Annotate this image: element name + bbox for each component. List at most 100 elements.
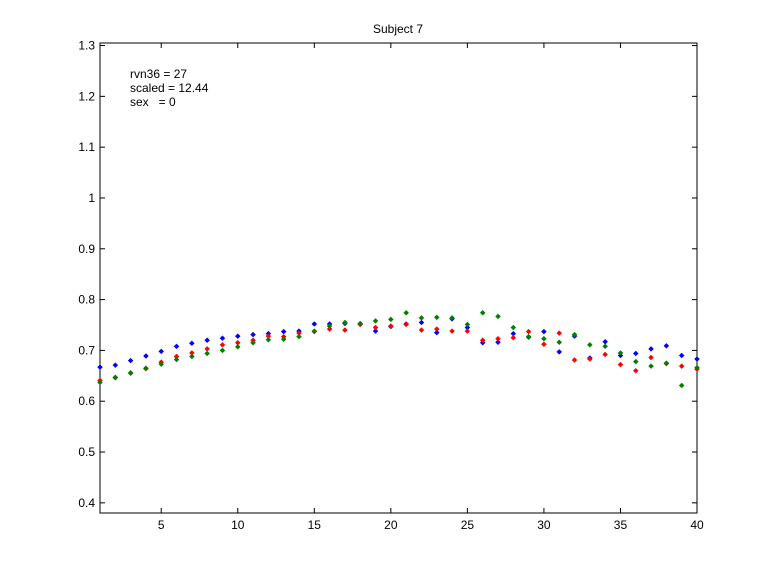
data-point <box>372 324 379 331</box>
data-point <box>219 341 226 348</box>
data-point <box>112 362 119 368</box>
data-point <box>418 327 425 333</box>
data-point <box>372 328 379 334</box>
data-point <box>694 364 700 371</box>
data-point <box>678 363 685 370</box>
data-point <box>342 319 348 326</box>
data-point <box>204 337 211 344</box>
data-point <box>127 357 134 364</box>
x-tick-label: 15 <box>308 518 322 532</box>
data-point <box>173 356 180 363</box>
data-point <box>571 331 578 338</box>
data-point <box>586 356 593 362</box>
data-point <box>617 350 624 356</box>
data-point <box>173 343 180 350</box>
chart-title: Subject 7 <box>373 22 423 36</box>
data-point <box>556 330 563 336</box>
data-point <box>143 365 149 372</box>
x-tick-label: 5 <box>158 518 165 532</box>
data-point <box>403 321 410 328</box>
data-points <box>97 309 700 389</box>
x-tick-label: 10 <box>231 518 245 532</box>
data-point <box>541 335 547 342</box>
data-point <box>449 315 455 321</box>
data-point <box>280 336 287 343</box>
y-tick-label: 1.2 <box>78 89 95 103</box>
x-axis: 5 10 15 20 25 30 35 40 <box>158 43 704 532</box>
data-point <box>632 358 639 365</box>
data-point <box>479 337 486 344</box>
y-tick-label: 1.1 <box>78 140 95 154</box>
data-point <box>418 315 425 321</box>
data-point <box>158 348 165 355</box>
data-point <box>433 326 440 332</box>
data-point <box>541 328 547 335</box>
data-point <box>571 357 578 363</box>
data-point <box>265 336 272 343</box>
data-point <box>158 361 165 367</box>
y-tick-label: 1.3 <box>78 39 95 53</box>
data-point <box>556 349 563 355</box>
data-point <box>403 309 410 316</box>
data-point <box>250 339 256 346</box>
data-point <box>188 353 195 360</box>
data-point <box>387 316 394 323</box>
data-point <box>648 346 654 352</box>
data-point <box>127 369 134 376</box>
data-point <box>449 328 455 334</box>
data-point <box>602 343 609 350</box>
x-tick-label: 20 <box>384 518 398 532</box>
y-tick-label: 1 <box>88 191 95 205</box>
data-point <box>143 353 149 359</box>
plot-area <box>99 42 698 514</box>
data-point <box>694 356 700 362</box>
data-point <box>418 319 425 326</box>
y-tick-label: 0.9 <box>78 242 95 256</box>
data-point <box>204 350 211 357</box>
y-tick-label: 0.5 <box>78 445 95 459</box>
data-point <box>433 329 440 336</box>
x-tick-label: 40 <box>690 518 704 532</box>
data-point <box>234 333 241 340</box>
data-point <box>525 333 532 340</box>
data-point <box>586 341 593 348</box>
data-point <box>326 326 333 332</box>
y-tick-label: 0.4 <box>78 496 95 510</box>
data-point <box>97 364 103 371</box>
data-point <box>326 323 333 329</box>
x-tick-label: 35 <box>614 518 628 532</box>
data-point <box>296 333 302 340</box>
x-tick-label: 25 <box>461 518 475 532</box>
data-point <box>357 320 364 327</box>
annotation-text: scaled = 12.44 <box>130 81 209 95</box>
data-point <box>97 379 103 386</box>
data-point <box>342 327 348 333</box>
data-point <box>387 323 394 329</box>
data-point <box>663 360 670 366</box>
data-point <box>541 341 547 348</box>
data-point <box>678 352 685 359</box>
data-point <box>556 339 563 346</box>
data-point <box>495 335 501 342</box>
y-axis: 0.4 0.5 0.6 0.7 0.8 0.9 1 1.1 1.2 1.3 <box>78 39 697 510</box>
x-tick-label: 30 <box>537 518 551 532</box>
data-point <box>632 350 639 357</box>
data-point <box>250 331 256 338</box>
data-point <box>464 328 471 334</box>
data-point <box>632 367 639 374</box>
data-point <box>602 351 609 358</box>
data-point <box>311 328 318 334</box>
data-point <box>648 363 654 370</box>
data-point <box>663 342 670 349</box>
data-point <box>495 339 501 346</box>
data-point <box>433 314 440 321</box>
data-point <box>372 318 379 324</box>
data-point <box>219 335 226 342</box>
data-point <box>678 382 685 389</box>
data-point <box>112 374 119 381</box>
data-point <box>234 343 241 350</box>
data-point <box>510 334 517 341</box>
data-point <box>219 347 226 354</box>
